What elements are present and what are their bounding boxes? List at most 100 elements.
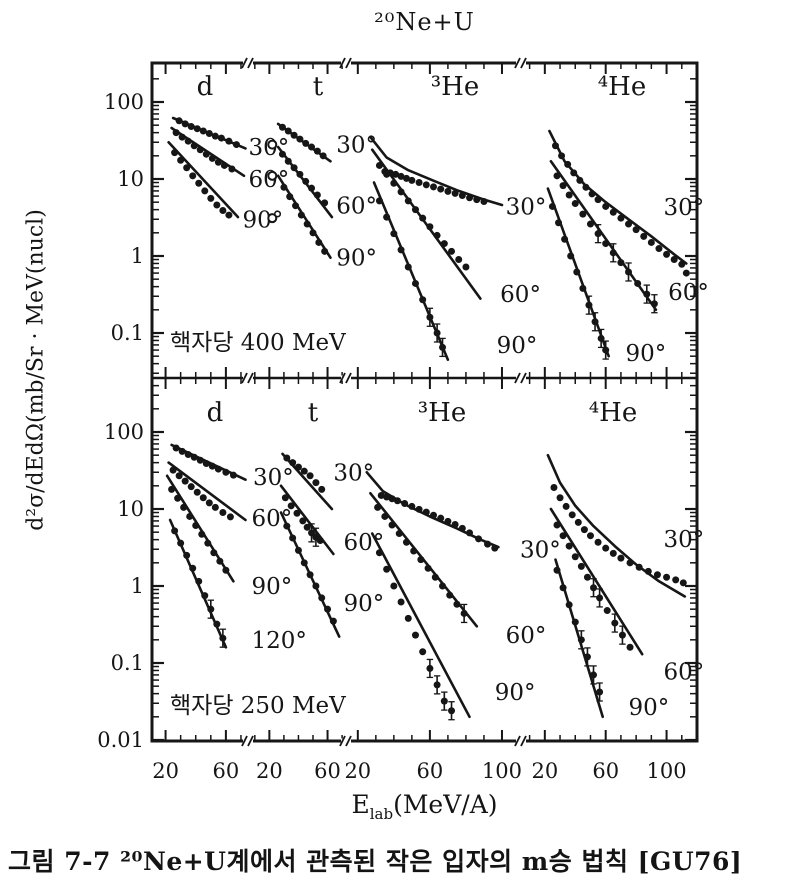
- data-point: [169, 466, 177, 474]
- data-point: [213, 201, 221, 209]
- x-tick-label: 60: [592, 759, 619, 783]
- x-axis-label-symbol: E: [351, 790, 370, 819]
- particle-label: d: [207, 398, 224, 428]
- data-point: [312, 582, 320, 590]
- series-d-120°: 120°: [168, 518, 307, 654]
- data-point: [462, 263, 470, 271]
- fit-line: [165, 474, 235, 583]
- data-point: [565, 191, 573, 199]
- angle-label: 90°: [242, 207, 283, 233]
- data-point: [313, 147, 321, 155]
- data-point: [426, 223, 434, 231]
- data-point: [383, 493, 391, 501]
- data-point: [460, 609, 468, 617]
- data-point: [193, 125, 201, 133]
- data-point: [308, 529, 316, 537]
- data-point: [217, 134, 225, 142]
- data-point: [480, 198, 488, 206]
- y-tick-label: 10: [117, 497, 144, 521]
- data-point: [383, 565, 391, 573]
- x-tick-label: 100: [482, 759, 522, 783]
- data-point: [678, 260, 686, 268]
- data-point: [574, 518, 582, 526]
- data-point: [655, 245, 663, 253]
- data-point: [184, 137, 192, 145]
- data-point: [567, 252, 575, 260]
- fit-line: [279, 484, 335, 556]
- data-point: [213, 620, 221, 628]
- data-point: [559, 182, 567, 190]
- data-point: [564, 160, 572, 168]
- axis-break: [341, 375, 351, 381]
- data-point: [172, 444, 180, 452]
- angle-label: 60°: [500, 282, 541, 308]
- data-point: [225, 211, 233, 219]
- data-point: [204, 539, 212, 547]
- data-point: [177, 156, 185, 164]
- data-point: [411, 279, 419, 287]
- particle-label: ⁴He: [589, 398, 637, 428]
- data-point: [402, 174, 410, 182]
- data-point: [289, 459, 297, 467]
- section-⁴He: ⁴He 30° 60° 90°: [528, 64, 709, 377]
- data-point: [390, 582, 398, 590]
- axis-break: [341, 738, 351, 744]
- data-point: [302, 177, 310, 185]
- series-³He-30°: 30°: [369, 135, 546, 220]
- data-point: [293, 509, 301, 517]
- data-point: [390, 179, 398, 187]
- axis-break: [516, 375, 526, 381]
- data-point: [375, 161, 383, 169]
- data-point: [220, 161, 228, 169]
- data-point: [451, 520, 459, 528]
- data-point: [214, 465, 222, 473]
- series-d-60°: 60°: [167, 461, 292, 532]
- data-point: [466, 194, 474, 202]
- data-point: [228, 165, 236, 173]
- data-point: [433, 329, 441, 337]
- data-point: [632, 226, 640, 234]
- data-point: [299, 517, 307, 525]
- plot-frame: [150, 57, 699, 747]
- x-tick-label: 100: [647, 759, 687, 783]
- data-point: [626, 643, 634, 651]
- data-point: [588, 190, 596, 198]
- data-point: [287, 502, 295, 510]
- data-point: [437, 185, 445, 193]
- data-point: [178, 447, 186, 455]
- data-point: [175, 472, 183, 480]
- particle-label: ³He: [431, 72, 479, 102]
- data-point: [222, 468, 230, 476]
- series-d-30°: 30°: [171, 116, 289, 161]
- data-point: [682, 269, 690, 277]
- data-point: [201, 187, 209, 195]
- data-point: [190, 142, 198, 150]
- data-point: [444, 187, 452, 195]
- axis-break: [341, 60, 351, 66]
- data-point: [568, 511, 576, 519]
- data-point: [397, 598, 405, 606]
- data-point: [402, 538, 410, 546]
- data-point: [556, 494, 564, 502]
- data-point: [187, 123, 195, 131]
- axis-break: [516, 738, 526, 744]
- series-⁴He-60°: 60°: [549, 160, 709, 314]
- series-³He-60°: 60°: [370, 148, 541, 308]
- data-point: [579, 210, 587, 218]
- data-point: [321, 199, 329, 207]
- data-point: [672, 576, 680, 584]
- data-point: [451, 189, 459, 197]
- data-point: [171, 149, 179, 157]
- data-point: [553, 172, 561, 180]
- data-point: [571, 618, 579, 626]
- data-point: [561, 235, 569, 243]
- data-point: [448, 707, 456, 715]
- data-point: [196, 146, 204, 154]
- series-⁴He-30°: 30°: [548, 129, 704, 268]
- series-d-90°: 90°: [165, 474, 292, 600]
- data-point: [377, 491, 385, 499]
- data-point: [280, 183, 288, 191]
- data-point: [602, 346, 610, 354]
